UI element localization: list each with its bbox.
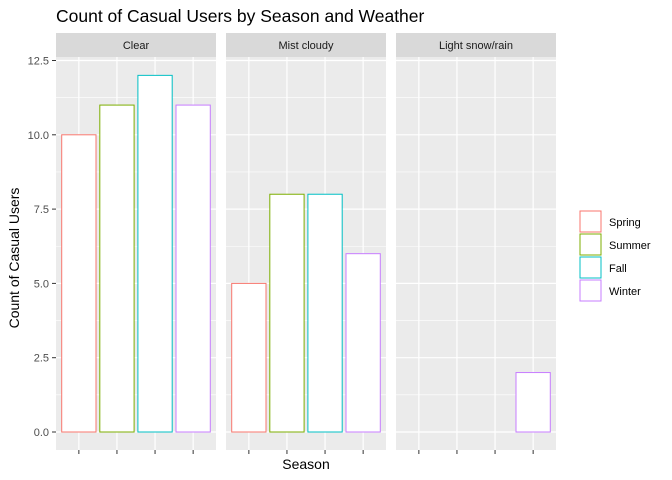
y-axis: 0.0 2.5 5.0 7.5 10.0 12.5 (28, 56, 56, 439)
legend: Spring Summer Fall Winter (579, 210, 651, 302)
facet-clear: Clear (56, 33, 216, 454)
facet-strip (226, 33, 386, 57)
legend-key-winter (579, 279, 602, 302)
bar-spring (61, 134, 97, 433)
bar-fall (137, 74, 173, 433)
y-tick-label: 7.5 (34, 204, 49, 216)
facet-strip (56, 33, 216, 57)
facet-strip-label: Clear (123, 40, 150, 52)
legend-label-summer: Summer (609, 240, 651, 252)
legend-label-winter: Winter (609, 286, 641, 298)
legend-label-fall: Fall (609, 263, 627, 275)
x-axis-title: Season (282, 456, 329, 472)
y-tick-label: 12.5 (28, 56, 49, 68)
bar-summer (269, 193, 305, 433)
y-tick-label: 5.0 (34, 278, 49, 290)
chart-title: Count of Casual Users by Season and Weat… (56, 6, 425, 26)
facet-mist-cloudy: Mist cloudy (226, 33, 386, 454)
y-tick-label: 10.0 (28, 130, 49, 142)
y-tick-label: 0.0 (34, 427, 49, 439)
legend-key-spring (579, 210, 602, 233)
facet-strip (396, 33, 556, 57)
facet-light-snow-rain: Light snow/rain (396, 33, 556, 454)
bar-spring (231, 282, 267, 433)
bar-summer (99, 104, 135, 433)
y-tick-label: 2.5 (34, 353, 49, 365)
legend-key-fall (579, 256, 602, 279)
y-axis-title: Count of Casual Users (6, 188, 22, 329)
legend-key-summer (579, 233, 602, 256)
bar-winter (515, 372, 551, 433)
facet-strip-label: Light snow/rain (439, 40, 513, 52)
bar-winter (345, 253, 381, 433)
legend-label-spring: Spring (609, 217, 641, 229)
facet-strip-label: Mist cloudy (278, 40, 334, 52)
bar-fall (307, 193, 343, 433)
facet-panels: Clear Mist cloudy Light snow/rain 0.0 2.5 5.0… (28, 33, 556, 454)
bar-winter (175, 104, 211, 433)
